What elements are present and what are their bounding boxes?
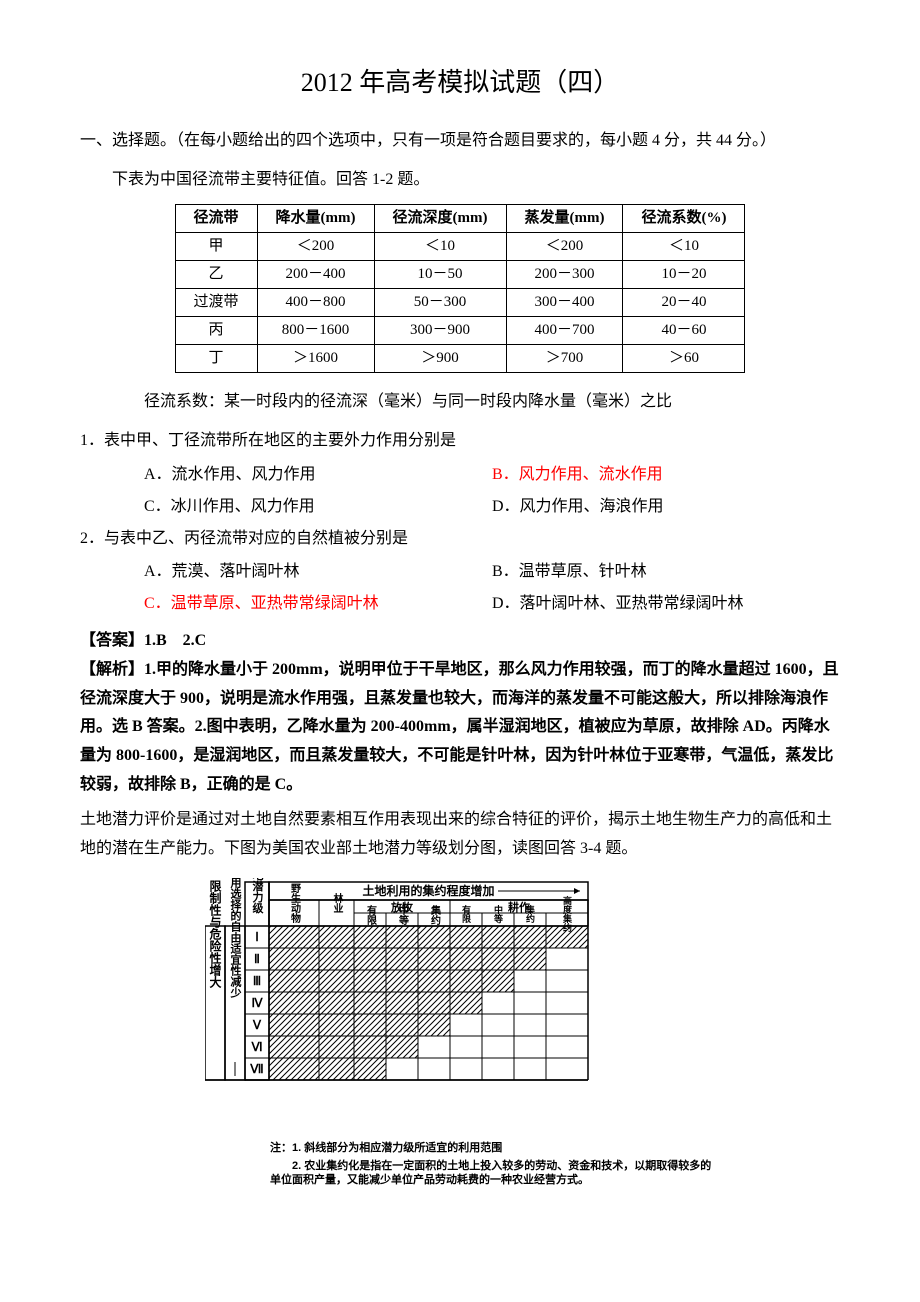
q1-stem: 1．表中甲、丁径流带所在地区的主要外力作用分别是	[80, 427, 840, 456]
table-cell: 400－800	[257, 289, 374, 317]
svg-text:野生动物: 野生动物	[289, 883, 301, 924]
table-cell: 300－900	[374, 317, 506, 345]
table-header: 降水量(mm)	[257, 205, 374, 233]
table-cell: 40－60	[623, 317, 745, 345]
table-cell: ＜10	[374, 233, 506, 261]
answer-label: 【答案】1.B 2.C	[80, 627, 840, 656]
svg-text:集约: 集约	[525, 904, 536, 924]
q1-options: A．流水作用、风力作用 B．风力作用、流水作用 C．冰川作用、风力作用 D．风力…	[80, 461, 840, 522]
svg-text:土地利用的集约程度增加: 土地利用的集约程度增加	[362, 883, 494, 898]
table-cell: 丁	[175, 345, 257, 373]
svg-text:林业: 林业	[331, 892, 343, 913]
q2-c: C．温带草原、亚热带常绿阔叶林	[144, 590, 492, 619]
runoff-table: 径流带降水量(mm)径流深度(mm)蒸发量(mm)径流系数(%) 甲＜200＜1…	[175, 204, 746, 373]
table-cell: 10－50	[374, 261, 506, 289]
q2-d: D．落叶阔叶林、亚热带常绿阔叶林	[492, 590, 840, 619]
table-cell: 丙	[175, 317, 257, 345]
svg-text:限制性与危险性增大: 限制性与危险性增大	[208, 879, 222, 989]
land-potential-diagram: 限制性与危险性增大利用选择的自由适宜性减少土地潜力级 土地利用的集约程度增加 野生动…	[205, 878, 715, 1187]
diagram-note-1: 注：1. 斜线部分为相应潜力级所适宜的利用范围	[205, 1141, 715, 1155]
table-cell: ＜200	[506, 233, 623, 261]
q2-options: A．荒漠、落叶阔叶林 B．温带草原、针叶林 C．温带草原、亚热带常绿阔叶林 D．…	[80, 558, 840, 619]
q1-b: B．风力作用、流水作用	[492, 461, 840, 490]
table-header: 径流深度(mm)	[374, 205, 506, 233]
table-cell: 300－400	[506, 289, 623, 317]
svg-text:集约: 集约	[429, 904, 442, 926]
table-cell: 50－300	[374, 289, 506, 317]
explanation: 【解析】1.甲的降水量小于 200mm，说明甲位于干旱地区，那么风力作用较强，而…	[80, 656, 840, 800]
table-intro: 下表为中国径流带主要特征值。回答 1-2 题。	[80, 166, 840, 195]
table-header: 径流系数(%)	[623, 205, 745, 233]
table-header: 径流带	[175, 205, 257, 233]
table-header: 蒸发量(mm)	[506, 205, 623, 233]
svg-text:Ⅰ: Ⅰ	[255, 930, 259, 944]
q2-a: A．荒漠、落叶阔叶林	[144, 558, 492, 587]
svg-text:Ⅵ: Ⅵ	[250, 1040, 262, 1054]
svg-text:Ⅱ: Ⅱ	[254, 952, 260, 966]
svg-text:Ⅴ: Ⅴ	[252, 1018, 262, 1032]
passage2: 土地潜力评价是通过对土地自然要素相互作用表现出来的综合特征的评价，揭示土地生物生…	[80, 806, 840, 864]
svg-text:土地潜力级: 土地潜力级	[251, 878, 265, 914]
table-cell: ＞60	[623, 345, 745, 373]
table-cell: ＜10	[623, 233, 745, 261]
table-cell: 过渡带	[175, 289, 257, 317]
svg-text:Ⅳ: Ⅳ	[251, 996, 263, 1010]
table-cell: ＜200	[257, 233, 374, 261]
svg-text:Ⅲ: Ⅲ	[253, 974, 261, 988]
table-cell: 20－40	[623, 289, 745, 317]
table-cell: 乙	[175, 261, 257, 289]
section-intro: 一、选择题。（在每小题给出的四个选项中，只有一项是符合题目要求的，每小题 4 分…	[80, 127, 840, 156]
svg-text:Ⅶ: Ⅶ	[249, 1062, 263, 1076]
q2-stem: 2．与表中乙、丙径流带对应的自然植被分别是	[80, 525, 840, 554]
page-title: 2012 年高考模拟试题（四）	[80, 60, 840, 107]
table-cell: ＞1600	[257, 345, 374, 373]
q1-d: D．风力作用、海浪作用	[492, 493, 840, 522]
table-cell: ＞900	[374, 345, 506, 373]
svg-text:有限: 有限	[461, 904, 472, 924]
table-cell: 800－1600	[257, 317, 374, 345]
table-note: 径流系数：某一时段内的径流深（毫米）与同一时段内降水量（毫米）之比	[80, 388, 840, 417]
q2-b: B．温带草原、针叶林	[492, 558, 840, 587]
table-cell: ＞700	[506, 345, 623, 373]
svg-text:中等: 中等	[493, 904, 504, 924]
table-cell: 10－20	[623, 261, 745, 289]
q1-c: C．冰川作用、风力作用	[144, 493, 492, 522]
table-cell: 甲	[175, 233, 257, 261]
diagram-note-2: 2. 农业集约化是指在一定面积的土地上投入较多的劳动、资金和技术，以期取得较多的…	[205, 1159, 715, 1188]
q1-a: A．流水作用、风力作用	[144, 461, 492, 490]
svg-text:中等: 中等	[397, 904, 409, 926]
table-cell: 200－400	[257, 261, 374, 289]
table-cell: 200－300	[506, 261, 623, 289]
svg-text:利用选择的自由适宜性减少: 利用选择的自由适宜性减少	[229, 878, 243, 998]
svg-text:有限: 有限	[365, 904, 377, 926]
table-cell: 400－700	[506, 317, 623, 345]
